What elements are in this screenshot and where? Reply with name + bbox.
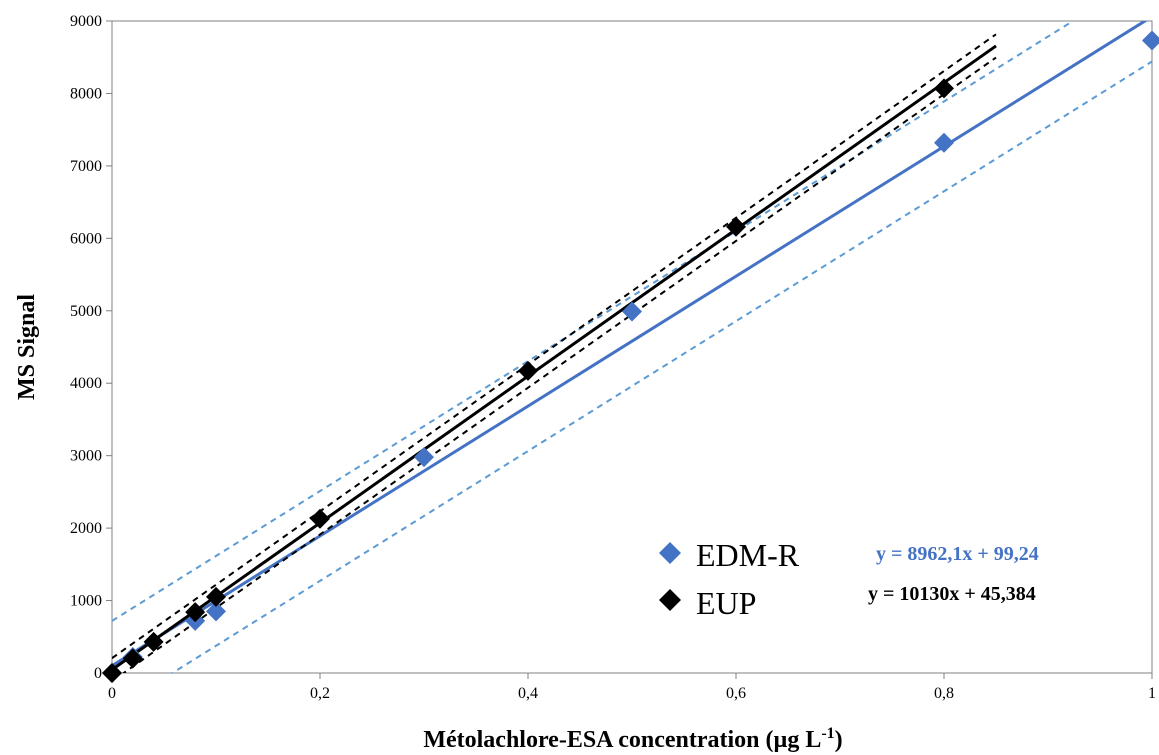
- y-tick-label: 3000: [70, 448, 102, 465]
- y-tick-label: 8000: [70, 85, 102, 102]
- data-point-eup: [934, 78, 954, 99]
- fit-lines: [112, 21, 1152, 673]
- x-axis-title-main: Métolachlore-ESA concentration (µg L: [423, 727, 821, 753]
- fit-line-edm-r: [112, 21, 1148, 668]
- y-tick-label: 7000: [70, 158, 102, 175]
- data-point-eup: [206, 586, 226, 607]
- data-point-eup: [310, 508, 330, 529]
- data-point-edm-r: [206, 601, 226, 622]
- equation-edmr: y = 8962,1x + 99,24: [876, 543, 1039, 565]
- x-tick-label: 0,8: [934, 685, 954, 702]
- y-axis-title: MS Signal: [14, 294, 40, 400]
- plot-frame: [111, 20, 1153, 674]
- data-point-edm-r: [414, 447, 434, 468]
- data-point-eup: [102, 663, 122, 683]
- data-point-edm-r: [1142, 30, 1159, 51]
- y-tick-label: 0: [94, 665, 102, 682]
- x-axis-title: Métolachlore-ESA concentration (µg L-1): [423, 725, 842, 753]
- band-line-edm-r: [170, 60, 1152, 673]
- data-point-eup: [143, 631, 164, 652]
- data-point-eup: [185, 602, 206, 623]
- data-point-eup: [726, 216, 746, 237]
- data-point-eup: [122, 648, 143, 669]
- y-tick-label: 2000: [70, 520, 102, 537]
- x-tick-label: 1: [1148, 685, 1156, 702]
- legend: EDM-R EUP: [659, 537, 800, 621]
- plot-area: 0 1000 2000 3000 4000 5000 6000 7000 8000 9000 0 0,…: [70, 13, 1159, 702]
- y-tick-label: 5000: [70, 303, 102, 320]
- legend-marker-eup: [659, 589, 681, 611]
- equation-eup: y = 10130x + 45,384: [868, 583, 1036, 605]
- x-axis-title-sup: -1: [821, 725, 834, 742]
- x-tick-label: 0,6: [726, 685, 746, 702]
- legend-label-edmr: EDM-R: [696, 537, 800, 573]
- band-line-eup: [112, 33, 997, 659]
- data-point-edm-r: [934, 132, 954, 153]
- x-tick-label: 0: [108, 685, 116, 702]
- y-tick-label: 9000: [70, 13, 102, 30]
- data-point-edm-r: [622, 301, 642, 322]
- x-tick-label: 0,2: [310, 685, 330, 702]
- data-point-eup: [518, 360, 538, 381]
- legend-marker-edmr: [659, 542, 681, 564]
- y-tick-label: 4000: [70, 375, 102, 392]
- legend-label-eup: EUP: [696, 585, 756, 621]
- y-tick-label: 6000: [70, 230, 102, 247]
- x-tick-label: 0,4: [518, 685, 538, 702]
- band-line-eup: [122, 56, 997, 673]
- x-axis-title-end: ): [835, 727, 843, 753]
- y-tick-label: 1000: [70, 593, 102, 610]
- fit-line-eup: [112, 44, 997, 671]
